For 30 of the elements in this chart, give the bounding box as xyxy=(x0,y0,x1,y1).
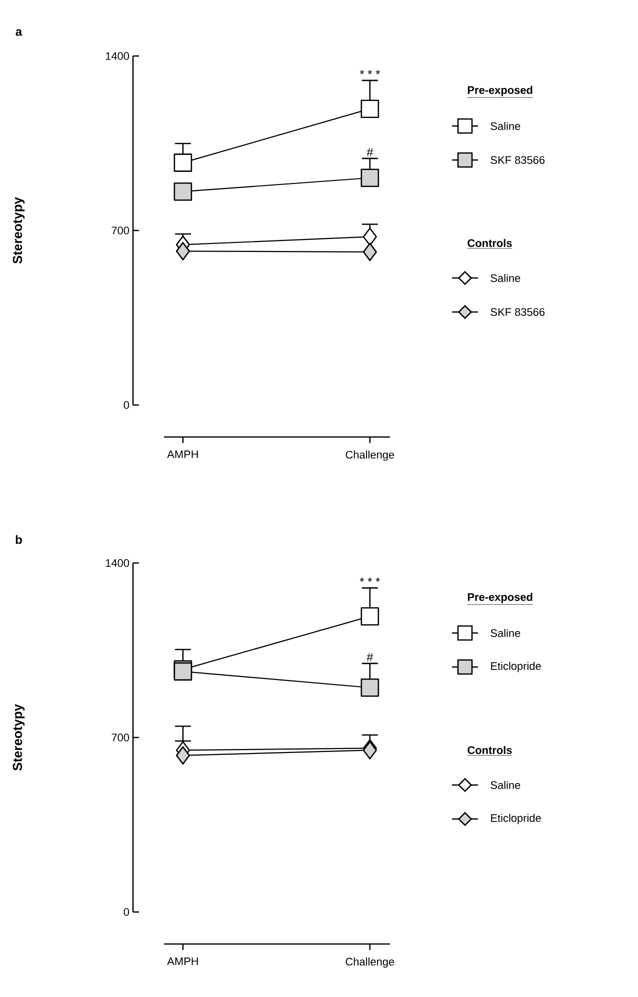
text: Controls xyxy=(468,746,512,754)
annotation: * * * xyxy=(360,578,380,582)
y-tick-label: 700 xyxy=(112,226,130,234)
y-tick-label: 700 xyxy=(112,734,130,742)
legend-label: Eticlopride xyxy=(491,814,541,824)
y-axis-title: Stereotypy xyxy=(12,704,25,771)
chart-title: b xyxy=(16,535,22,544)
x-tick-label: Challenge xyxy=(346,450,394,461)
legend-label: SKF 83566 xyxy=(490,308,545,316)
text: Controls xyxy=(468,238,512,248)
legend-label: Saline xyxy=(490,628,520,638)
annotation: # xyxy=(366,148,374,156)
legend-label: SKF 83566 xyxy=(490,156,545,164)
y-axis-title: Stereotypy xyxy=(12,197,25,264)
annotation: # xyxy=(366,653,374,662)
chart-title: a xyxy=(16,29,22,36)
legend-label: Saline xyxy=(490,780,520,790)
text: Pre-exposed xyxy=(468,86,532,96)
annotation: * * * xyxy=(360,70,380,74)
legend-label: Saline xyxy=(490,274,520,282)
text: Pre-exposed xyxy=(468,592,532,604)
y-tick-label: 0 xyxy=(124,401,130,409)
x-tick-label: AMPH xyxy=(167,450,198,458)
legend-label: Eticlopride xyxy=(491,662,541,672)
legend-label: Saline xyxy=(490,122,520,130)
x-tick-label: AMPH xyxy=(167,958,198,966)
y-tick-label: 1400 xyxy=(106,559,130,567)
x-tick-label: Challenge xyxy=(346,958,394,968)
y-tick-label: 0 xyxy=(124,908,130,916)
y-tick-label: 1400 xyxy=(106,52,130,60)
